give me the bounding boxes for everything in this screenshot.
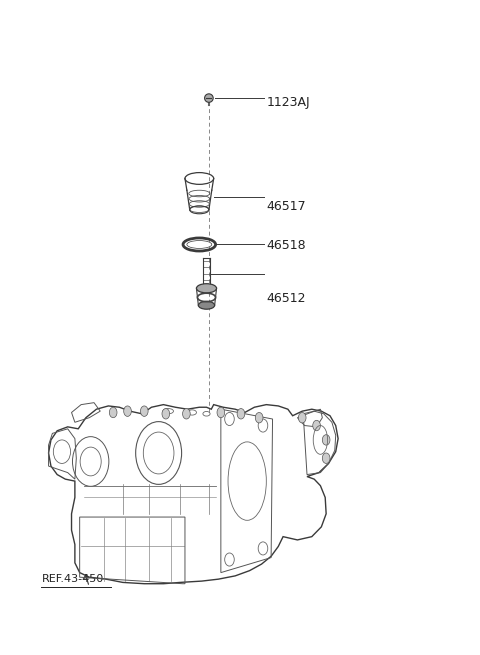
Circle shape: [124, 406, 132, 417]
Circle shape: [323, 453, 330, 464]
Circle shape: [217, 407, 225, 418]
Circle shape: [141, 406, 148, 417]
Ellipse shape: [196, 284, 216, 293]
Ellipse shape: [204, 94, 213, 102]
Text: 1123AJ: 1123AJ: [266, 96, 310, 109]
Text: 46518: 46518: [266, 239, 306, 252]
Circle shape: [299, 413, 306, 423]
Circle shape: [109, 407, 117, 418]
Circle shape: [237, 409, 245, 419]
Text: 46517: 46517: [266, 200, 306, 213]
Circle shape: [313, 421, 321, 431]
Text: 46512: 46512: [266, 291, 306, 305]
Circle shape: [255, 413, 263, 423]
Ellipse shape: [187, 240, 212, 248]
Circle shape: [323, 435, 330, 445]
Circle shape: [162, 409, 169, 419]
Ellipse shape: [198, 301, 215, 309]
Circle shape: [182, 409, 190, 419]
Text: REF.43-450: REF.43-450: [41, 574, 104, 584]
